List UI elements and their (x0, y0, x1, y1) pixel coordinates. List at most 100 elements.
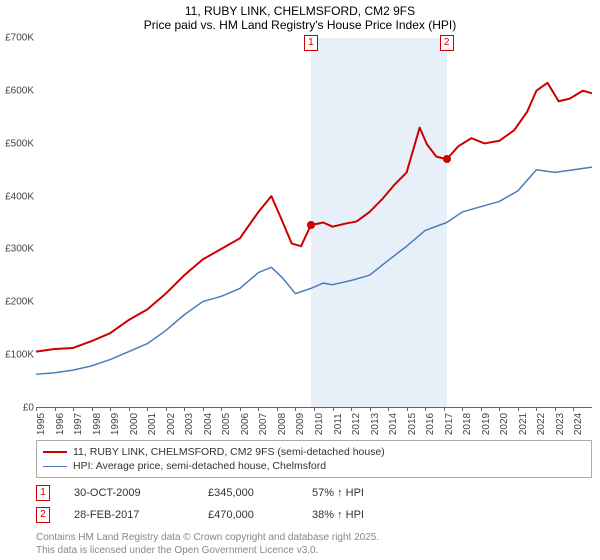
attribution-footer: Contains HM Land Registry data © Crown c… (36, 532, 592, 557)
x-axis-tick (351, 407, 352, 411)
sale-marker-1: 1 (304, 35, 318, 51)
x-axis-label: 2016 (425, 413, 436, 435)
x-axis-tick (499, 407, 500, 411)
x-axis-label: 1995 (36, 413, 47, 435)
x-axis-label: 1999 (110, 413, 121, 435)
x-axis-tick (425, 407, 426, 411)
x-axis-tick (277, 407, 278, 411)
x-axis-label: 2002 (166, 413, 177, 435)
y-axis-label: £0 (0, 403, 34, 414)
legend: 11, RUBY LINK, CHELMSFORD, CM2 9FS (semi… (36, 440, 592, 478)
x-axis-label: 2003 (184, 413, 195, 435)
x-axis-tick (55, 407, 56, 411)
event-row: 2 28-FEB-2017 £470,000 38% ↑ HPI (36, 504, 592, 526)
x-axis-tick (184, 407, 185, 411)
x-axis-tick (407, 407, 408, 411)
x-axis-tick (147, 407, 148, 411)
x-axis-tick (536, 407, 537, 411)
x-axis-label: 2019 (481, 413, 492, 435)
x-axis-label: 2006 (240, 413, 251, 435)
y-axis-label: £700K (0, 33, 34, 44)
event-price: £470,000 (208, 509, 288, 521)
event-delta: 57% ↑ HPI (312, 487, 364, 499)
y-axis-label: £600K (0, 85, 34, 96)
event-number: 2 (36, 507, 50, 523)
x-axis-tick (240, 407, 241, 411)
y-axis-label: £200K (0, 297, 34, 308)
event-delta: 38% ↑ HPI (312, 509, 364, 521)
chart-container: 11, RUBY LINK, CHELMSFORD, CM2 9FS Price… (0, 0, 600, 557)
x-axis-label: 2000 (129, 413, 140, 435)
x-axis-label: 2022 (536, 413, 547, 435)
x-axis-tick (110, 407, 111, 411)
legend-item: HPI: Average price, semi-detached house,… (43, 459, 585, 473)
x-axis-label: 2018 (462, 413, 473, 435)
x-axis-label: 2008 (277, 413, 288, 435)
x-axis-label: 2023 (555, 413, 566, 435)
footer-line-1: Contains HM Land Registry data © Crown c… (36, 532, 592, 545)
x-axis-tick (518, 407, 519, 411)
x-axis-tick (333, 407, 334, 411)
x-axis-tick (555, 407, 556, 411)
chart-titles: 11, RUBY LINK, CHELMSFORD, CM2 9FS Price… (0, 0, 600, 32)
plot-area: £0£100K£200K£300K£400K£500K£600K£700K199… (36, 38, 592, 408)
x-axis-label: 2024 (573, 413, 584, 435)
x-axis-tick (203, 407, 204, 411)
x-axis-tick (73, 407, 74, 411)
x-axis-label: 2001 (147, 413, 158, 435)
x-axis-tick (129, 407, 130, 411)
x-axis-tick (295, 407, 296, 411)
event-number: 1 (36, 485, 50, 501)
x-axis-tick (258, 407, 259, 411)
x-axis-label: 2012 (351, 413, 362, 435)
x-axis-label: 2011 (333, 413, 344, 435)
sale-marker-2: 2 (440, 35, 454, 51)
legend-label: HPI: Average price, semi-detached house,… (73, 460, 326, 472)
legend-swatch (43, 466, 67, 467)
x-axis-tick (92, 407, 93, 411)
x-axis-tick (370, 407, 371, 411)
series-line-hpi (36, 167, 592, 374)
y-axis-label: £500K (0, 138, 34, 149)
event-price: £345,000 (208, 487, 288, 499)
y-axis-label: £100K (0, 350, 34, 361)
x-axis-label: 2015 (407, 413, 418, 435)
x-axis-label: 2014 (388, 413, 399, 435)
x-axis-label: 2010 (314, 413, 325, 435)
x-axis-tick (221, 407, 222, 411)
event-date: 30-OCT-2009 (74, 487, 184, 499)
event-row: 1 30-OCT-2009 £345,000 57% ↑ HPI (36, 482, 592, 504)
x-axis-tick (314, 407, 315, 411)
x-axis-tick (573, 407, 574, 411)
footer-line-2: This data is licensed under the Open Gov… (36, 545, 592, 558)
sale-dot-1 (307, 221, 315, 229)
x-axis-label: 2004 (203, 413, 214, 435)
x-axis-tick (462, 407, 463, 411)
x-axis-tick (36, 407, 37, 411)
y-axis-label: £300K (0, 244, 34, 255)
x-axis-label: 2013 (370, 413, 381, 435)
x-axis-label: 2017 (444, 413, 455, 435)
x-axis-tick (388, 407, 389, 411)
sale-dot-2 (443, 155, 451, 163)
x-axis-tick (166, 407, 167, 411)
legend-item: 11, RUBY LINK, CHELMSFORD, CM2 9FS (semi… (43, 445, 585, 459)
x-axis-label: 1996 (55, 413, 66, 435)
events-table: 1 30-OCT-2009 £345,000 57% ↑ HPI 2 28-FEB-201… (36, 482, 592, 526)
title-address: 11, RUBY LINK, CHELMSFORD, CM2 9FS (0, 4, 600, 18)
y-axis-label: £400K (0, 191, 34, 202)
x-axis-tick (481, 407, 482, 411)
x-axis-label: 1998 (92, 413, 103, 435)
title-subtitle: Price paid vs. HM Land Registry's House … (0, 18, 600, 32)
x-axis-label: 2020 (499, 413, 510, 435)
series-line-price-paid (36, 83, 592, 352)
x-axis-tick (444, 407, 445, 411)
x-axis-label: 2009 (295, 413, 306, 435)
x-axis-label: 2005 (221, 413, 232, 435)
x-axis-label: 2007 (258, 413, 269, 435)
legend-swatch (43, 451, 67, 453)
x-axis-label: 2021 (518, 413, 529, 435)
x-axis-label: 1997 (73, 413, 84, 435)
legend-label: 11, RUBY LINK, CHELMSFORD, CM2 9FS (semi… (73, 446, 385, 458)
event-date: 28-FEB-2017 (74, 509, 184, 521)
